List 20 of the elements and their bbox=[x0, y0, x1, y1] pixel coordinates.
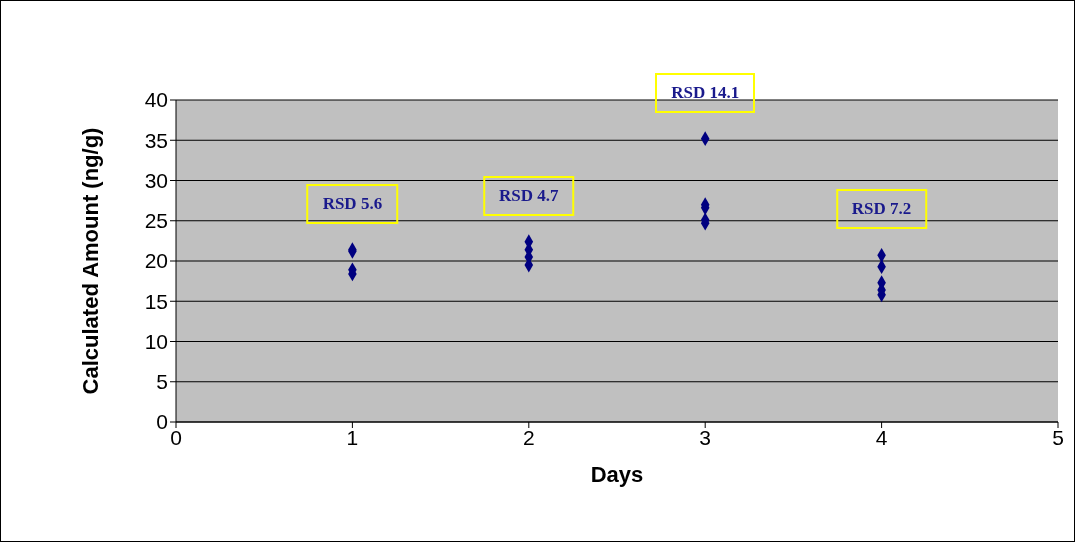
x-tick-label: 4 bbox=[875, 425, 888, 449]
y-tick-label: 10 bbox=[144, 329, 168, 353]
y-tick-label: 35 bbox=[144, 128, 168, 152]
y-tick-label: 5 bbox=[156, 370, 168, 394]
annotation: RSD 7.2 bbox=[835, 189, 928, 230]
x-axis-title: Days bbox=[590, 462, 644, 487]
annotation: RSD 5.6 bbox=[306, 183, 399, 224]
x-tick-label: 1 bbox=[346, 425, 359, 449]
y-tick-label: 25 bbox=[144, 209, 168, 233]
annotation: RSD 14.1 bbox=[655, 72, 756, 113]
annotation: RSD 4.7 bbox=[483, 175, 575, 216]
x-tick-label: 2 bbox=[522, 425, 535, 449]
y-tick-label: 40 bbox=[144, 88, 168, 112]
y-tick-label: 0 bbox=[156, 410, 168, 434]
x-tick-label: 5 bbox=[1052, 425, 1064, 449]
y-tick-label: 15 bbox=[144, 289, 168, 313]
x-tick-label: 3 bbox=[699, 425, 712, 449]
y-axis-title: Calculated Amount (ng/g) bbox=[77, 127, 103, 395]
y-tick-label: 30 bbox=[144, 168, 168, 192]
y-tick-label: 20 bbox=[144, 249, 168, 273]
